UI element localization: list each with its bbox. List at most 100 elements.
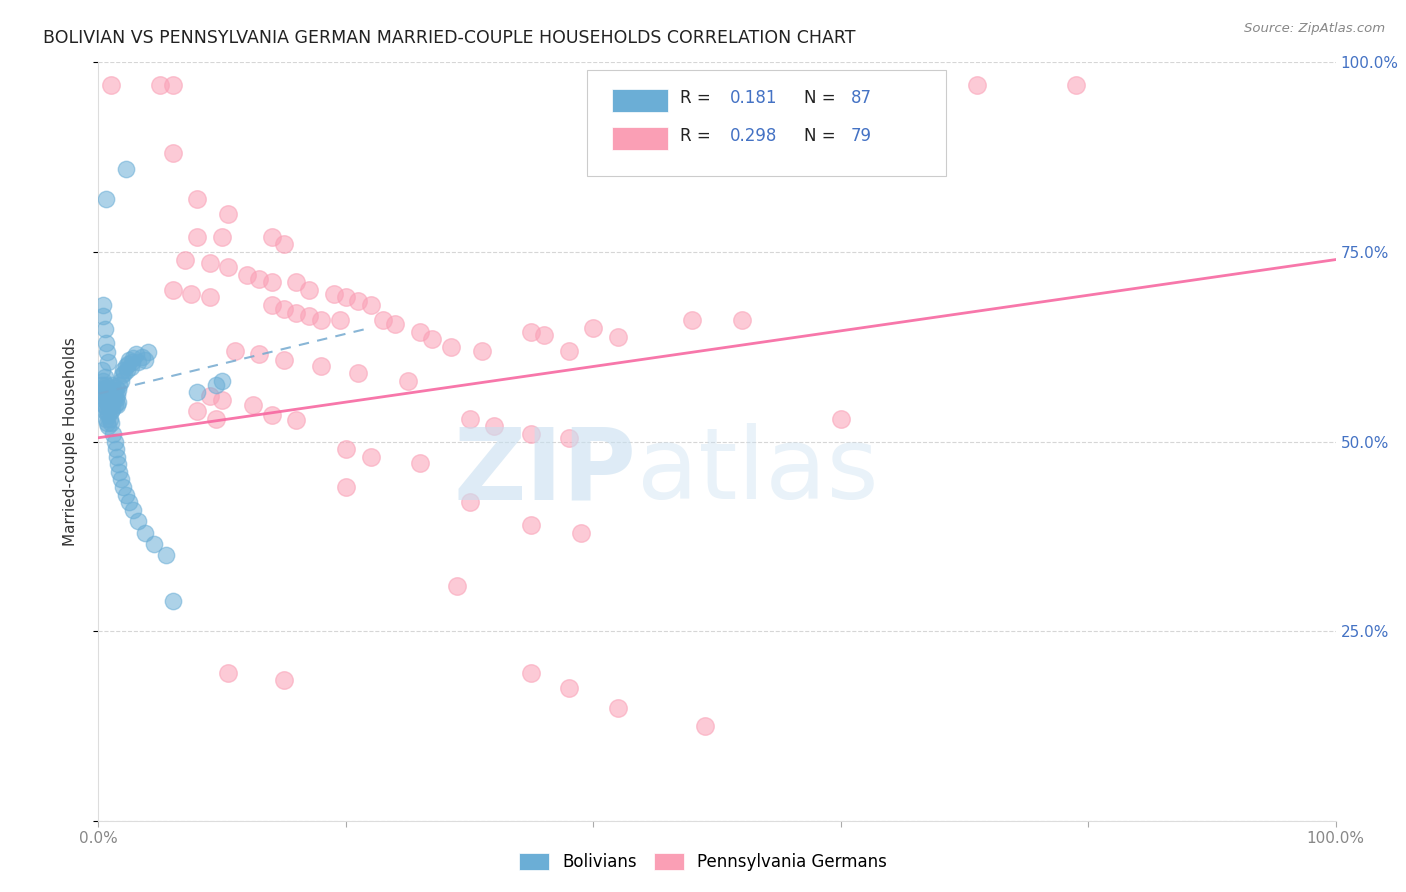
Point	[91, 362, 114, 376]
Point	[446, 579, 468, 593]
Point	[98, 412, 121, 426]
Point	[110, 374, 132, 388]
Point	[91, 389, 114, 403]
Point	[112, 366, 135, 380]
Point	[127, 355, 149, 369]
Point	[98, 401, 121, 415]
Point	[681, 313, 703, 327]
Legend: Bolivians, Pennsylvania Germans: Bolivians, Pennsylvania Germans	[510, 845, 896, 880]
Point	[242, 398, 264, 412]
Point	[520, 325, 543, 339]
Point	[582, 320, 605, 334]
Point	[108, 465, 131, 479]
Point	[371, 313, 394, 327]
Point	[96, 345, 118, 359]
Point	[114, 359, 136, 373]
Point	[120, 360, 142, 375]
Point	[247, 347, 270, 361]
Point	[93, 404, 115, 418]
Point	[94, 335, 117, 350]
Text: R =: R =	[681, 127, 716, 145]
Text: R =: R =	[681, 89, 716, 107]
Point	[329, 313, 352, 327]
Point	[105, 398, 128, 412]
Point	[607, 330, 630, 344]
Point	[162, 78, 184, 92]
Point	[533, 328, 555, 343]
Point	[127, 514, 149, 528]
Point	[273, 352, 295, 367]
Point	[96, 382, 118, 396]
Point	[103, 434, 125, 449]
Point	[360, 298, 382, 312]
Point	[1064, 78, 1087, 92]
Point	[484, 419, 506, 434]
Point	[112, 362, 135, 376]
Text: 0.181: 0.181	[730, 89, 778, 107]
Point	[205, 377, 228, 392]
Point	[94, 401, 117, 415]
Point	[134, 525, 156, 540]
Point	[347, 294, 370, 309]
Point	[731, 313, 754, 327]
Point	[111, 368, 134, 382]
Point	[105, 450, 128, 464]
Point	[309, 359, 332, 373]
Point	[557, 681, 579, 695]
Point	[520, 427, 543, 442]
Point	[309, 313, 332, 327]
Point	[110, 473, 132, 487]
Point	[100, 416, 122, 430]
Text: BOLIVIAN VS PENNSYLVANIA GERMAN MARRIED-COUPLE HOUSEHOLDS CORRELATION CHART: BOLIVIAN VS PENNSYLVANIA GERMAN MARRIED-…	[42, 29, 855, 47]
Point	[103, 398, 125, 412]
Point	[93, 396, 115, 410]
Point	[273, 237, 295, 252]
Point	[96, 404, 118, 418]
Point	[217, 665, 239, 680]
Point	[118, 495, 141, 509]
Point	[198, 256, 221, 270]
Point	[107, 383, 129, 397]
Point	[335, 291, 357, 305]
Point	[205, 412, 228, 426]
Point	[180, 286, 202, 301]
Point	[103, 427, 125, 442]
Point	[966, 78, 988, 92]
Point	[103, 394, 125, 409]
Point	[335, 480, 357, 494]
Point	[236, 268, 259, 282]
Point	[94, 412, 117, 426]
Point	[217, 260, 239, 275]
Point	[155, 548, 177, 563]
Point	[103, 383, 125, 397]
Point	[347, 366, 370, 380]
Point	[93, 374, 115, 388]
Point	[122, 503, 145, 517]
Point	[211, 229, 233, 244]
Point	[186, 229, 208, 244]
Point	[211, 374, 233, 388]
Point	[440, 340, 463, 354]
Point	[520, 517, 543, 532]
Point	[118, 352, 141, 367]
Point	[607, 701, 630, 715]
Point	[396, 374, 419, 388]
Point	[520, 665, 543, 680]
Point	[93, 298, 115, 312]
FancyBboxPatch shape	[612, 127, 668, 150]
Point	[93, 382, 115, 396]
Point	[149, 78, 172, 92]
Point	[186, 385, 208, 400]
Point	[162, 594, 184, 608]
Point	[117, 357, 139, 371]
Point	[100, 78, 122, 92]
Point	[557, 343, 579, 358]
Point	[100, 404, 122, 418]
Point	[134, 352, 156, 367]
Point	[115, 362, 138, 376]
Point	[121, 355, 143, 369]
Point	[91, 377, 114, 392]
Point	[217, 207, 239, 221]
Point	[458, 495, 481, 509]
Point	[186, 192, 208, 206]
